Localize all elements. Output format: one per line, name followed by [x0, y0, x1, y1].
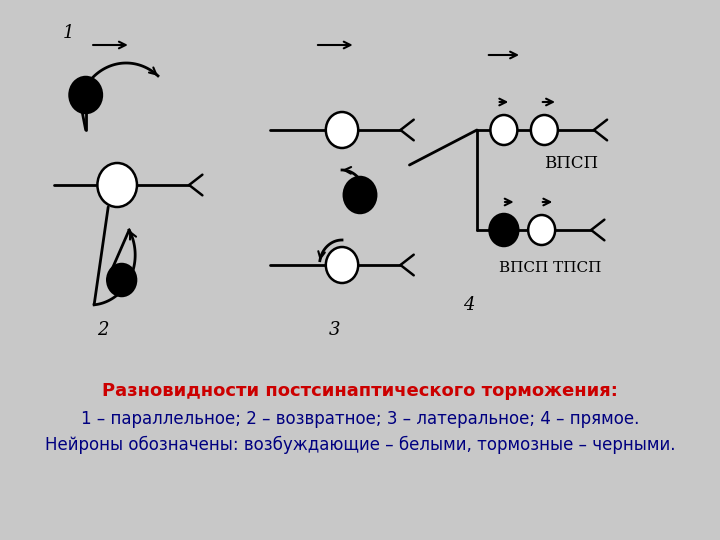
Text: 2: 2	[97, 321, 109, 339]
Circle shape	[490, 115, 518, 145]
Circle shape	[70, 77, 102, 113]
Text: ВПСП ТПСП: ВПСП ТПСП	[500, 261, 602, 275]
Text: 3: 3	[328, 321, 340, 339]
Circle shape	[344, 177, 376, 213]
Text: 4: 4	[464, 296, 475, 314]
Circle shape	[490, 214, 518, 246]
Circle shape	[326, 247, 359, 283]
Circle shape	[107, 264, 136, 296]
Text: ВПСП: ВПСП	[544, 155, 598, 172]
Text: 1 – параллельное; 2 – возвратное; 3 – латеральное; 4 – прямое.: 1 – параллельное; 2 – возвратное; 3 – ла…	[81, 410, 639, 428]
Circle shape	[97, 163, 137, 207]
Circle shape	[326, 112, 359, 148]
Text: Нейроны обозначены: возбуждающие – белыми, тормозные – черными.: Нейроны обозначены: возбуждающие – белым…	[45, 436, 675, 454]
Text: Разновидности постсинаптического торможения:: Разновидности постсинаптического торможе…	[102, 382, 618, 400]
Circle shape	[531, 115, 558, 145]
Circle shape	[528, 215, 555, 245]
Text: 1: 1	[63, 24, 75, 42]
